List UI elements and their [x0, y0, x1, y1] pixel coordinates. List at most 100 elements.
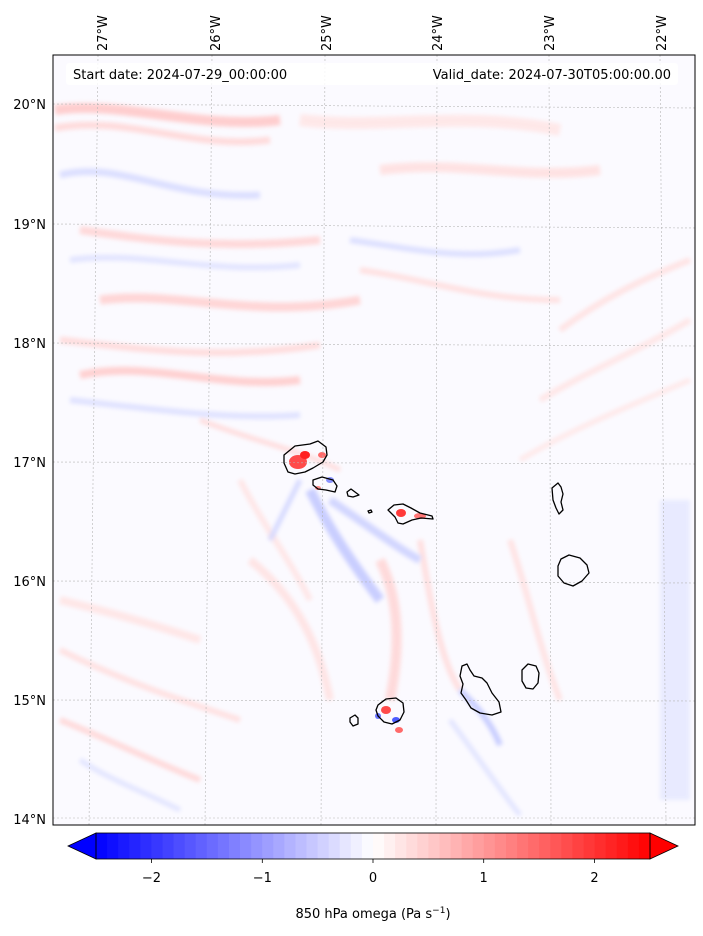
colorbar-cell	[251, 833, 263, 859]
lon-label: 24°W	[431, 15, 446, 51]
colorbar-cells	[96, 833, 651, 859]
colorbar-cell	[273, 833, 285, 859]
colorbar-cell	[217, 833, 230, 859]
colorbar-cell	[162, 833, 174, 859]
lat-label: 20°N	[13, 98, 46, 113]
colorbar-cell	[118, 833, 130, 859]
colorbar-cell	[594, 833, 607, 859]
omega-field	[54, 102, 692, 817]
island-maio	[521, 663, 540, 690]
colorbar-cell	[572, 833, 584, 859]
lon-label: 22°W	[655, 15, 670, 51]
island-raso	[367, 509, 373, 514]
colorbar-cell	[417, 833, 429, 859]
colorbar-cell	[373, 833, 385, 859]
lat-label: 14°N	[13, 813, 46, 828]
colorbar-cell	[96, 833, 108, 859]
island-santa-luzia	[346, 488, 360, 498]
lon-label: 23°W	[543, 15, 558, 51]
colorbar-cell	[140, 833, 152, 859]
lon-label: 25°W	[320, 15, 335, 51]
colorbar-cell	[494, 833, 507, 859]
colorbar-cell	[583, 833, 595, 859]
lon-label: 27°W	[96, 15, 111, 51]
colorbar-cell	[228, 833, 241, 859]
colorbar-label-main: 850 hPa omega (Pa s	[295, 907, 432, 922]
colorbar-cell	[306, 833, 318, 859]
colorbar-cell	[605, 833, 618, 859]
colorbar-cell	[616, 833, 629, 859]
colorbar-cell	[638, 833, 651, 859]
colorbar-cell	[561, 833, 573, 859]
island-sal	[551, 482, 564, 515]
colorbar-cell	[328, 833, 341, 859]
colorbar-cell	[350, 833, 363, 859]
lon-label: 26°W	[209, 15, 224, 51]
colorbar-cell	[539, 833, 551, 859]
colorbar-cell	[517, 833, 529, 859]
island-santo-antao	[283, 440, 328, 475]
colorbar-cell	[262, 833, 274, 859]
colorbar-cell	[450, 833, 463, 859]
colorbar-cell	[406, 833, 418, 859]
island-brava	[349, 714, 359, 727]
colorbar-cell	[195, 833, 208, 859]
lat-label: 16°N	[13, 575, 46, 590]
lat-label: 19°N	[13, 218, 46, 233]
colorbar-cell	[184, 833, 197, 859]
colorbar-tick-label: 0	[369, 871, 377, 886]
colorbar-tick-label: −1	[253, 871, 272, 886]
lat-label: 15°N	[13, 694, 46, 709]
colorbar-tick-label: 2	[590, 871, 598, 886]
colorbar-tick-label: 1	[480, 871, 488, 886]
date-header-box	[66, 63, 678, 85]
colorbar-tick-label: −2	[142, 871, 161, 886]
longitude-labels: 27°W 26°W 25°W 24°W 23°W 22°W	[96, 15, 670, 51]
colorbar-cell	[151, 833, 163, 859]
colorbar-cell	[129, 833, 141, 859]
colorbar-cell	[284, 833, 296, 859]
date-header: Start date: 2024-07-29_00:00:00 Valid_da…	[66, 63, 678, 85]
coastlines	[283, 440, 590, 727]
colorbar-cell	[461, 833, 474, 859]
lat-label: 17°N	[13, 456, 46, 471]
latitude-labels: 20°N 19°N 18°N 17°N 16°N 15°N 14°N	[13, 98, 46, 828]
colorbar-cell	[317, 833, 330, 859]
colorbar-cell	[550, 833, 562, 859]
start-date-text: Start date: 2024-07-29_00:00:00	[73, 68, 287, 83]
colorbar-label-close: )	[445, 907, 450, 922]
colorbar-cell	[505, 833, 518, 859]
colorbar-cell	[384, 833, 396, 859]
lat-label: 18°N	[13, 337, 46, 352]
island-boa-vista	[557, 554, 590, 587]
colorbar-cell	[361, 833, 374, 859]
gridlines	[52, 54, 696, 826]
colorbar-cell	[295, 833, 307, 859]
colorbar-cell	[428, 833, 440, 859]
colorbar-cell	[107, 833, 119, 859]
colorbar-cell	[240, 833, 252, 859]
island-fogo	[375, 697, 405, 725]
colorbar-cell	[395, 833, 407, 859]
colorbar-min-extend	[67, 832, 97, 860]
colorbar-cell	[173, 833, 186, 859]
colorbar-label: 850 hPa omega (Pa s−1)	[295, 906, 450, 922]
colorbar-max-extend	[649, 832, 679, 860]
valid-date-text: Valid_date: 2024-07-30T05:00:00.00	[433, 68, 671, 83]
colorbar-label-exponent: −1	[432, 906, 445, 916]
colorbar-cell	[627, 833, 640, 859]
colorbar-cell	[339, 833, 352, 859]
colorbar: −2 −1 0 1 2 850 hPa omega (Pa s−1)	[67, 832, 679, 922]
colorbar-cell	[483, 833, 496, 859]
map-frame	[52, 54, 696, 826]
colorbar-cell	[439, 833, 451, 859]
island-sao-nicolau	[387, 503, 434, 525]
island-sao-vicente	[312, 476, 338, 493]
colorbar-cell	[472, 833, 485, 859]
colorbar-tick-marks	[151, 859, 595, 863]
colorbar-tick-labels: −2 −1 0 1 2	[142, 871, 599, 886]
map-panel	[52, 54, 696, 826]
colorbar-cell	[528, 833, 540, 859]
